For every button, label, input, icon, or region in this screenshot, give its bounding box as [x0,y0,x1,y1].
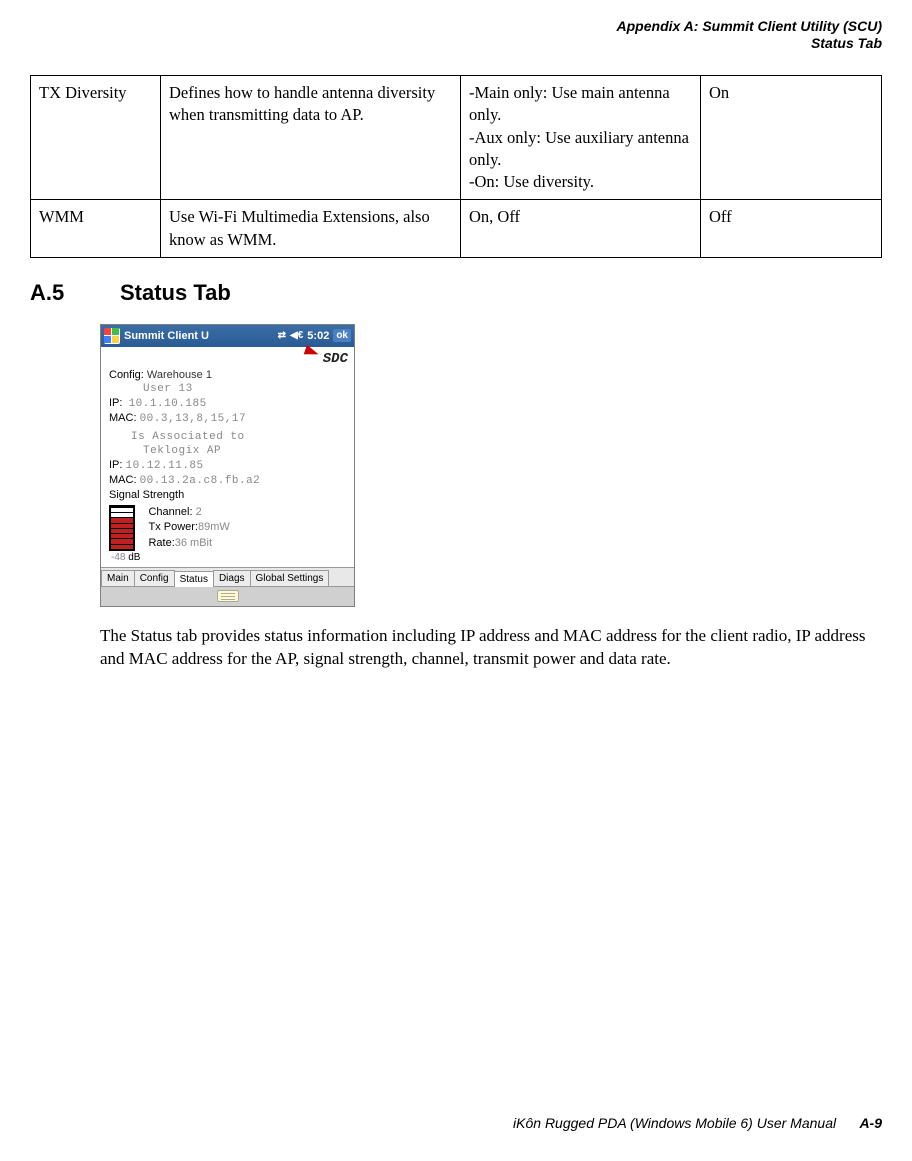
ip-label: IP: [109,397,122,409]
assoc-line-1: Is Associated to [109,431,346,443]
channel-value: 2 [196,506,202,518]
db-value: -48 [111,552,125,563]
ok-button[interactable]: ok [333,329,351,342]
table-row: WMM Use Wi-Fi Multimedia Extensions, als… [31,200,882,258]
page-number: A-9 [859,1115,882,1131]
clock: 5:02 [307,330,329,342]
tab-diags[interactable]: Diags [213,570,251,586]
ap-mac-value: 00.13.2a.c8.fb.a2 [140,475,261,487]
cell-desc: Use Wi-Fi Multimedia Extensions, also kn… [161,200,461,258]
rate-value: 36 mBit [175,537,212,549]
cell-default: On [701,76,882,200]
footer-text: iKôn Rugged PDA (Windows Mobile 6) User … [513,1115,836,1131]
speaker-icon: ◀€ [290,330,303,341]
page-header: Appendix A: Summit Client Utility (SCU) … [617,18,882,52]
cell-default: Off [701,200,882,258]
ap-ip-value: 10.12.11.85 [126,460,204,472]
assoc-line-2: Teklogix AP [109,445,346,457]
user-value: User 13 [109,383,346,395]
section-title: Status Tab [120,280,231,305]
mac-label: MAC: [109,412,137,424]
channel-label: Channel: [148,506,192,518]
spec-table: TX Diversity Defines how to handle anten… [30,75,882,258]
db-unit: dB [128,552,140,563]
tab-status[interactable]: Status [174,571,214,587]
windows-flag-icon [104,328,120,344]
soft-input-bar [101,586,354,606]
window-title: Summit Client U [124,330,274,342]
scu-screenshot: Summit Client U ⇄ ◀€ 5:02 ok SDC Config:… [100,324,355,607]
txpower-value: 89mW [198,521,230,533]
tab-global-settings[interactable]: Global Settings [250,570,330,586]
ip-value: 10.1.10.185 [129,398,207,410]
sdc-logo: SDC [323,351,348,367]
keyboard-icon[interactable] [217,590,239,602]
tab-main[interactable]: Main [101,570,135,586]
header-line-1: Appendix A: Summit Client Utility (SCU) [617,18,882,35]
cell-desc: Defines how to handle antenna diversity … [161,76,461,200]
cell-name: WMM [31,200,161,258]
description-paragraph: The Status tab provides status informati… [100,625,870,671]
ap-ip-label: IP: [109,459,122,471]
connectivity-icon: ⇄ [278,330,286,341]
signal-strength-label: Signal Strength [109,489,346,501]
rate-label: Rate: [148,537,174,549]
page-footer: iKôn Rugged PDA (Windows Mobile 6) User … [513,1115,882,1131]
titlebar: Summit Client U ⇄ ◀€ 5:02 ok [101,325,354,347]
section-number: A.5 [30,280,120,306]
signal-meter [109,505,135,551]
header-line-2: Status Tab [617,35,882,52]
cell-name: TX Diversity [31,76,161,200]
ap-mac-label: MAC: [109,474,137,486]
txpower-label: Tx Power: [148,521,198,533]
table-row: TX Diversity Defines how to handle anten… [31,76,882,200]
config-label: Config: [109,369,144,381]
mac-value: 00.3,13,8,15,17 [140,413,247,425]
cell-options: -Main only: Use main antenna only. -Aux … [461,76,701,200]
status-body: Config: Warehouse 1 User 13 IP: 10.1.10.… [101,369,354,567]
tab-strip: MainConfigStatusDiagsGlobal Settings [101,567,354,586]
cell-options: On, Off [461,200,701,258]
section-heading: A.5Status Tab [30,280,882,306]
tab-config[interactable]: Config [134,570,175,586]
config-value: Warehouse 1 [147,369,212,381]
